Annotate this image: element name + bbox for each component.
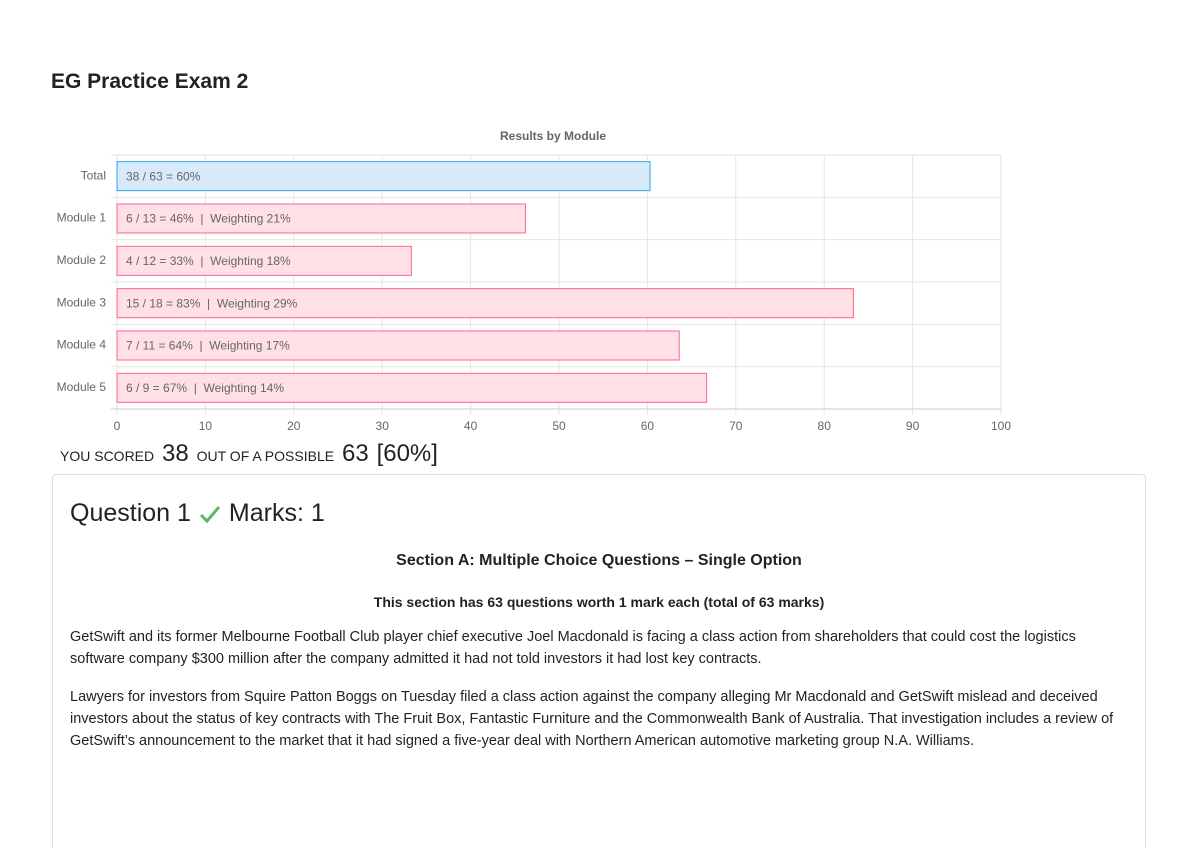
y-tick-label: Module 4 [57, 338, 107, 352]
x-tick-label: 0 [114, 419, 121, 433]
x-tick-label: 30 [376, 419, 390, 433]
x-tick-label: 10 [199, 419, 213, 433]
score-middle: OUT OF A POSSIBLE [196, 448, 335, 464]
bar [116, 161, 651, 192]
chart: Results by Module 0 10 20 30 40 50 60 70 80 90 100 T… [57, 129, 1012, 433]
page-title: EG Practice Exam 2 [51, 70, 249, 93]
chart-title: Results by Module [500, 129, 606, 143]
y-tick-label: Module 1 [57, 211, 107, 225]
y-tick-label: Module 3 [57, 295, 107, 309]
section-heading: Section A: Multiple Choice Questions – S… [396, 552, 802, 569]
y-tick-label: Module 2 [57, 253, 107, 267]
x-tick-label: 40 [464, 419, 478, 433]
score-value: 38 [162, 440, 189, 467]
bar [116, 372, 708, 403]
question-header: Question 1 Marks: 1 [70, 499, 1128, 528]
bar [116, 245, 412, 276]
bar-label: 15 / 18 = 83% | Weighting 29% [126, 296, 298, 310]
paragraph: GetSwift and its former Melbourne Footba… [70, 629, 1076, 667]
check-icon [199, 505, 221, 523]
score-percent: [60%] [376, 440, 438, 467]
bar-label: 7 / 11 = 64% | Weighting 17% [126, 339, 290, 353]
bar-label: 6 / 13 = 46% | Weighting 21% [126, 212, 291, 226]
section-subheading: This section has 63 questions worth 1 ma… [373, 594, 825, 610]
bar [116, 330, 680, 361]
bar-label: 4 / 12 = 33% | Weighting 18% [126, 254, 291, 268]
bar-label: 38 / 63 = 60% [126, 169, 201, 183]
x-tick-label: 100 [991, 419, 1011, 433]
y-tick-label: Total [81, 168, 106, 182]
question-title: Question 1 [70, 499, 191, 527]
x-tick-label: 60 [641, 419, 655, 433]
bar [116, 288, 854, 319]
score-line: YOU SCORED 38 OUT OF A POSSIBLE 63 [60%] [60, 440, 442, 468]
bar-label: 6 / 9 = 67% | Weighting 14% [126, 381, 284, 395]
bar [116, 203, 526, 234]
question-card: Question 1 Marks: 1 Section A: Multiple … [52, 474, 1146, 848]
question-marks: Marks: 1 [228, 499, 325, 527]
x-tick-label: 90 [906, 419, 920, 433]
x-tick-label: 50 [552, 419, 566, 433]
y-tick-label: Module 5 [57, 380, 107, 394]
score-possible: 63 [341, 440, 369, 467]
x-tick-label: 20 [287, 419, 301, 433]
x-tick-label: 70 [729, 419, 743, 433]
x-tick-label: 80 [818, 419, 832, 433]
score-prefix: YOU SCORED [60, 448, 155, 464]
paragraph: Lawyers for investors from Squire Patton… [70, 689, 1114, 749]
